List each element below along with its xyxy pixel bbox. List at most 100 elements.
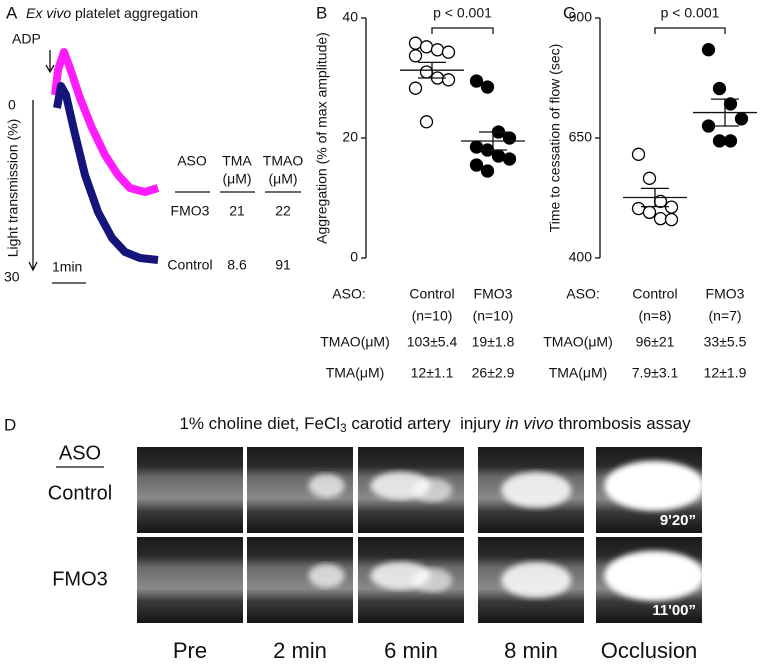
clot	[604, 550, 705, 601]
p-value: p < 0.001	[433, 5, 492, 21]
category-label: FMO3	[474, 286, 513, 302]
clot	[604, 460, 705, 511]
clot	[308, 563, 345, 588]
group-size: (n=10)	[473, 308, 514, 324]
control-trace	[53, 82, 159, 264]
table-header: TMAO	[263, 153, 304, 169]
fmo3-trace	[51, 48, 160, 196]
table-cell: 12±1.9	[704, 365, 747, 381]
data-point	[712, 134, 727, 148]
row-label: Control	[48, 482, 112, 504]
group-size: (n=8)	[638, 308, 671, 324]
data-point	[631, 147, 646, 161]
y-axis-label: Time to cessation of flow (sec)	[547, 44, 563, 233]
data-point	[408, 49, 423, 63]
y-tick-label: 900	[569, 9, 593, 25]
table-cell: 96±21	[636, 334, 675, 350]
column-label: 2 min	[273, 638, 327, 663]
data-point	[502, 131, 517, 145]
clot	[412, 568, 453, 592]
clot	[501, 562, 572, 598]
category-label: Control	[632, 286, 677, 302]
column-label: 6 min	[384, 638, 438, 663]
data-point	[441, 45, 456, 59]
error-bar	[711, 98, 739, 127]
column-label: Occlusion	[601, 638, 698, 663]
row-label: TMAO(μM)	[543, 334, 613, 350]
image-tile	[137, 537, 243, 623]
group-size: (n=10)	[412, 308, 453, 324]
data-point	[408, 81, 423, 95]
data-point	[642, 171, 657, 185]
data-point	[491, 149, 506, 163]
table-cell: Control	[167, 257, 212, 273]
image-tile	[137, 447, 243, 533]
row-label: TMAO(μM)	[320, 334, 390, 350]
clot	[308, 473, 345, 498]
table-header: ASO:	[332, 286, 365, 302]
y-arrow	[28, 100, 38, 272]
table-cell: 19±1.8	[472, 334, 515, 350]
table-cell: 22	[275, 203, 291, 219]
row-label: TMA(μM)	[549, 365, 608, 381]
panel-title: Ex vivo platelet aggregation	[26, 5, 198, 21]
data-point	[419, 65, 434, 79]
y-top-label: 0	[8, 97, 16, 113]
significance-bracket	[654, 27, 726, 34]
row-label: TMA(μM)	[326, 365, 385, 381]
occlusion-time: 9'20”	[660, 512, 696, 529]
data-point	[441, 73, 456, 87]
data-point	[502, 152, 517, 166]
y-bottom-label: 30	[4, 269, 20, 285]
error-bar	[418, 61, 446, 79]
data-point	[734, 112, 749, 126]
table-cell: 33±5.5	[704, 334, 747, 350]
data-point	[469, 74, 484, 88]
panel-title: 1% choline diet, FeCl3 carotid artery in…	[179, 414, 691, 435]
table-cell: 21	[229, 203, 245, 219]
data-point	[631, 201, 646, 216]
y-tick-label: 400	[569, 249, 593, 265]
data-point	[712, 81, 727, 96]
row-header: ASO	[59, 442, 101, 464]
panel-a: A Ex vivo platelet aggregation ADP 0 30 …	[4, 3, 303, 284]
table-cell: 8.6	[227, 257, 247, 273]
data-point	[419, 40, 434, 54]
y-axis-label: Aggregation (% of max amplitude)	[314, 32, 330, 244]
y-tick-label: 20	[342, 129, 358, 145]
data-point	[469, 158, 484, 172]
table-unit: (μM)	[268, 171, 297, 187]
stimulus-arrow	[45, 50, 55, 74]
panel-letter: C	[563, 3, 575, 22]
panel-letter: B	[316, 3, 327, 22]
y-label: Light transmission (%)	[5, 119, 21, 258]
group-size: (n=7)	[708, 308, 741, 324]
table-cell: 7.9±3.1	[632, 365, 679, 381]
data-point	[701, 43, 716, 57]
row-label: FMO3	[52, 568, 108, 590]
data-point	[723, 134, 738, 148]
table-unit: (μM)	[222, 171, 251, 187]
table-cell: 12±1.1	[411, 365, 454, 381]
data-point	[664, 212, 679, 227]
significance-bracket	[431, 27, 494, 34]
y-tick-label: 0	[350, 249, 358, 265]
clot	[501, 472, 572, 508]
data-point	[419, 115, 434, 129]
column-label: 8 min	[504, 638, 558, 663]
data-point	[469, 140, 484, 154]
panel-d: D 1% choline diet, FeCl3 carotid artery …	[4, 414, 691, 590]
table-cell: 103±5.4	[407, 334, 458, 350]
column-label: Pre	[173, 638, 207, 663]
table-header: TMA	[222, 153, 252, 169]
y-tick-label: 40	[342, 9, 358, 25]
data-point	[653, 211, 668, 226]
table-cell: 26±2.9	[472, 365, 515, 381]
category-label: FMO3	[706, 286, 745, 302]
category-label: Control	[409, 286, 454, 302]
data-point	[480, 80, 495, 94]
scale-bar-label: 1min	[52, 259, 82, 275]
error-bar	[479, 131, 507, 151]
clot	[412, 478, 453, 502]
